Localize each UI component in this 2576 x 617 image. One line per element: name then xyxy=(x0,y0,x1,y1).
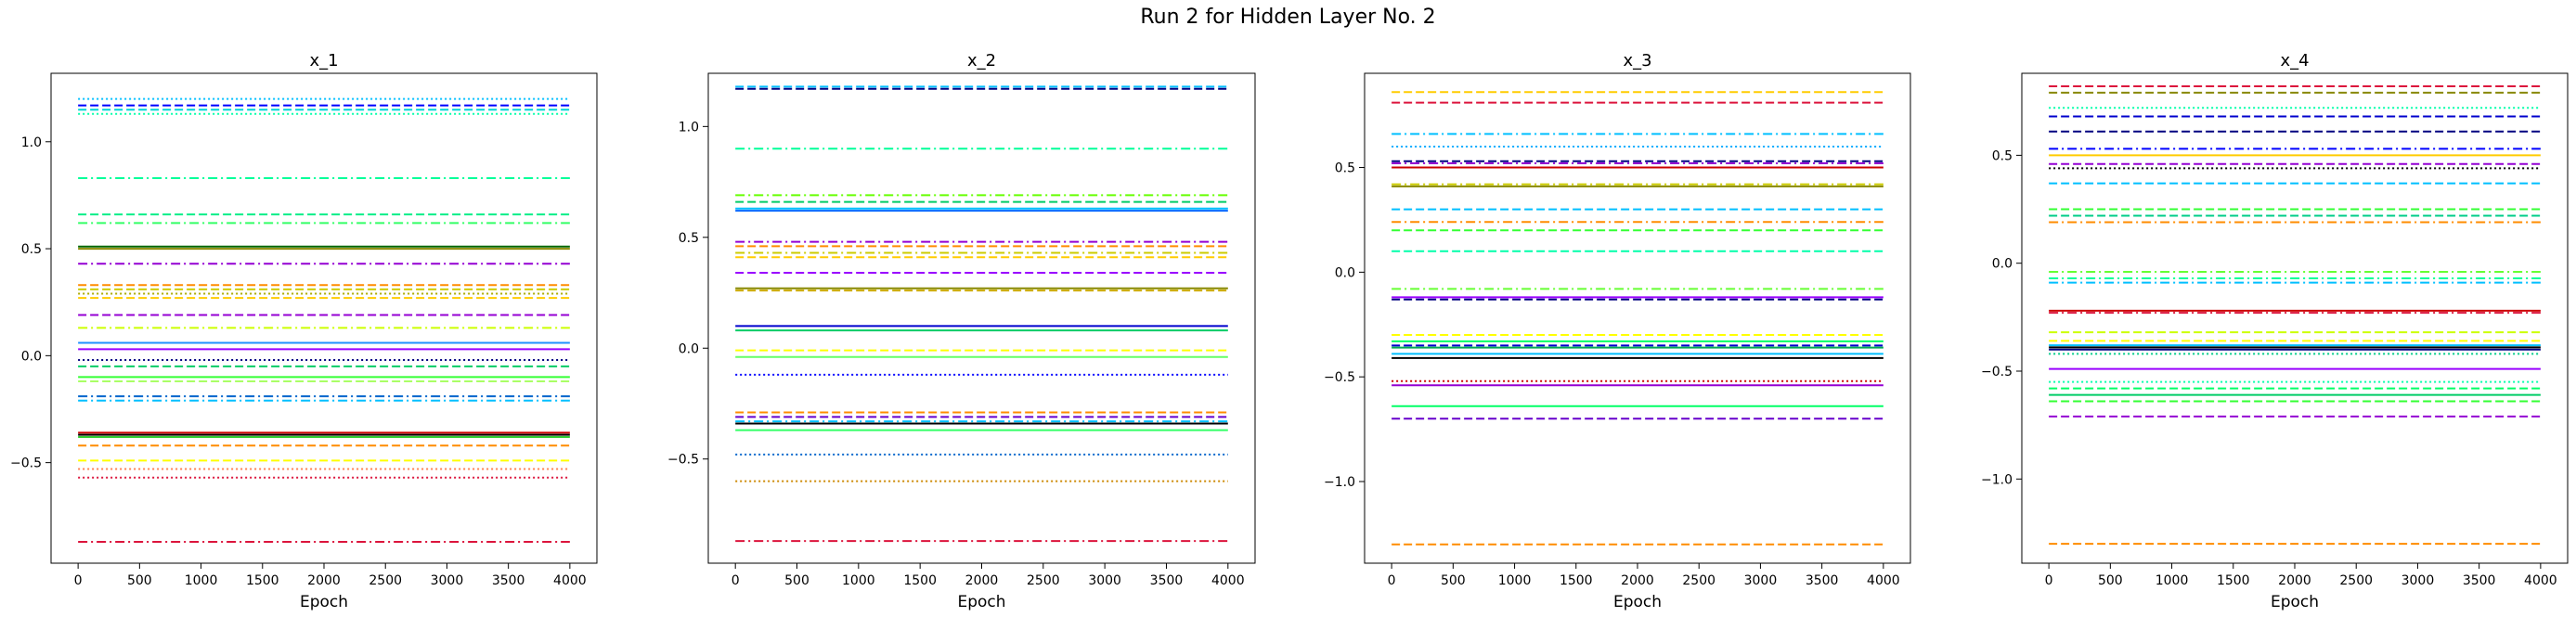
subplot-title: x_1 xyxy=(309,51,338,71)
x-tick-label: 0 xyxy=(1388,573,1396,588)
x-tick-label: 2000 xyxy=(2278,573,2311,588)
x-tick-label: 2000 xyxy=(1621,573,1654,588)
y-tick-label: −0.5 xyxy=(667,453,699,468)
x-tick-label: 1500 xyxy=(903,573,937,588)
x-axis-label: Epoch xyxy=(957,593,1005,611)
x-tick-label: 2500 xyxy=(2339,573,2373,588)
x-tick-label: 1500 xyxy=(1560,573,1593,588)
x-tick-label: 1000 xyxy=(842,573,875,588)
x-tick-label: 2500 xyxy=(1682,573,1715,588)
y-tick-label: 1.0 xyxy=(21,135,42,150)
x-tick-label: 2500 xyxy=(1027,573,1060,588)
x-axis-label: Epoch xyxy=(2271,593,2319,611)
x-tick-label: 500 xyxy=(784,573,809,588)
x-tick-label: 3000 xyxy=(1088,573,1121,588)
subplot-1: 0 500 1000 1500 2000 2500 3000 3500 4000 −0.5 0.0 0… xyxy=(10,51,598,611)
x-tick-label: 1500 xyxy=(2217,573,2250,588)
x-tick-label: 500 xyxy=(1441,573,1466,588)
x-tick-label: 0 xyxy=(74,573,83,588)
x-tick-label: 3000 xyxy=(1744,573,1778,588)
x-tick-label: 1000 xyxy=(185,573,218,588)
y-tick-label: −0.5 xyxy=(10,456,42,471)
y-tick-label: 0.0 xyxy=(1335,265,1355,280)
figure-title: Run 2 for Hidden Layer No. 2 xyxy=(1140,6,1436,29)
x-tick-label: 1000 xyxy=(1498,573,1532,588)
x-axis-label: Epoch xyxy=(300,593,348,611)
subplot-3: 0 500 1000 1500 2000 2500 3000 3500 4000 −1.0 −0.5… xyxy=(1324,51,1911,611)
y-tick-label: −0.5 xyxy=(1324,370,1355,385)
subplot-4: 0 500 1000 1500 2000 2500 3000 3500 4000 −1.0 −0.5… xyxy=(1981,51,2569,611)
x-tick-label: 4000 xyxy=(553,573,587,588)
x-tick-label: 1500 xyxy=(246,573,279,588)
x-tick-label: 3000 xyxy=(2401,573,2435,588)
x-tick-label: 3500 xyxy=(2463,573,2496,588)
subplot-title: x_4 xyxy=(2280,51,2309,71)
x-tick-label: 4000 xyxy=(2524,573,2557,588)
y-tick-label: −0.5 xyxy=(1981,365,2013,379)
y-tick-label: 0.0 xyxy=(1992,257,2013,272)
x-tick-label: 2500 xyxy=(369,573,402,588)
x-axis-label: Epoch xyxy=(1613,593,1662,611)
x-tick-label: 0 xyxy=(731,573,740,588)
x-tick-label: 3500 xyxy=(492,573,525,588)
y-tick-label: 1.0 xyxy=(679,120,699,135)
x-tick-label: 500 xyxy=(127,573,152,588)
axes-frame xyxy=(707,72,1256,564)
subplot-title: x_2 xyxy=(967,51,996,71)
y-tick-label: 0.0 xyxy=(679,341,699,356)
x-tick-label: 1000 xyxy=(2155,573,2189,588)
y-tick-label: 0.5 xyxy=(1992,148,2013,163)
x-tick-label: 4000 xyxy=(1211,573,1245,588)
x-tick-label: 500 xyxy=(2098,573,2123,588)
y-tick-label: −1.0 xyxy=(1324,475,1355,490)
subplot-title: x_3 xyxy=(1623,51,1651,71)
x-tick-label: 3500 xyxy=(1150,573,1184,588)
x-tick-label: 3500 xyxy=(1806,573,1839,588)
y-tick-label: 0.0 xyxy=(21,349,42,364)
y-tick-label: 0.5 xyxy=(21,242,42,257)
y-tick-label: 0.5 xyxy=(1335,161,1355,176)
subplot-2: 0 500 1000 1500 2000 2500 3000 3500 4000 −0.5 0.0 0… xyxy=(667,51,1256,611)
x-tick-label: 4000 xyxy=(1867,573,1900,588)
x-tick-label: 2000 xyxy=(307,573,341,588)
y-tick-label: 0.5 xyxy=(679,231,699,246)
y-tick-label: −1.0 xyxy=(1981,472,2013,487)
axes-frame xyxy=(2021,72,2569,564)
axes-frame xyxy=(50,72,598,564)
x-tick-label: 0 xyxy=(2045,573,2053,588)
x-tick-label: 3000 xyxy=(431,573,464,588)
x-tick-label: 2000 xyxy=(965,573,999,588)
